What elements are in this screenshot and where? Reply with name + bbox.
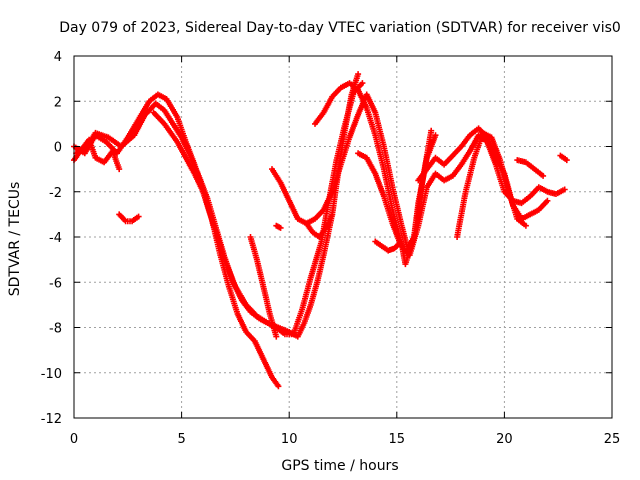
series-arc-a — [71, 71, 362, 340]
series-arc-c — [150, 109, 282, 390]
y-tick-label: 2 — [54, 95, 62, 110]
y-tick-label: -6 — [49, 276, 62, 291]
chart-title: Day 079 of 2023, Sidereal Day-to-day VTE… — [59, 20, 621, 36]
data-point-markers — [303, 211, 336, 240]
data-point-markers — [71, 71, 362, 340]
data-point-markers — [269, 91, 439, 252]
x-tick-label: 25 — [604, 432, 621, 447]
y-tick-label: 4 — [54, 50, 62, 65]
y-tick-label: -12 — [41, 412, 62, 427]
y-axis-title: SDTVAR / TECUs — [7, 182, 23, 297]
data-point-markers — [514, 157, 547, 179]
series-arc-o — [514, 157, 547, 179]
x-axis-title: GPS time / hours — [281, 458, 398, 474]
data-points — [71, 71, 570, 390]
axis-ticks: 0 5 10 15 20 25 -12 -10 -8 -6 -4 -2 0 2 4 — [41, 50, 621, 447]
y-tick-label: 0 — [54, 141, 62, 156]
series-arc-i — [454, 129, 529, 240]
data-point-markers — [372, 238, 405, 254]
series-arc-e — [269, 91, 439, 252]
x-tick-label: 0 — [70, 432, 78, 447]
series-arc-p — [557, 152, 570, 164]
y-tick-label: -10 — [41, 367, 62, 382]
series-arc-k — [116, 211, 142, 225]
x-tick-label: 5 — [177, 432, 185, 447]
series-arc-l — [273, 222, 284, 231]
data-point-markers — [150, 109, 282, 390]
data-point-markers — [557, 152, 570, 164]
x-tick-label: 20 — [496, 432, 513, 447]
series-arc-n — [372, 238, 405, 254]
series-arc-d — [247, 234, 280, 340]
data-point-markers — [116, 211, 142, 225]
data-point-markers — [247, 234, 280, 340]
x-tick-label: 10 — [281, 432, 298, 447]
y-tick-label: -8 — [49, 322, 62, 337]
y-tick-label: -4 — [49, 231, 62, 246]
data-point-markers — [273, 222, 284, 231]
data-point-markers — [454, 129, 529, 240]
series-arc-m — [303, 211, 336, 240]
x-tick-label: 15 — [389, 432, 406, 447]
y-tick-label: -2 — [49, 186, 62, 201]
grid — [74, 56, 612, 418]
